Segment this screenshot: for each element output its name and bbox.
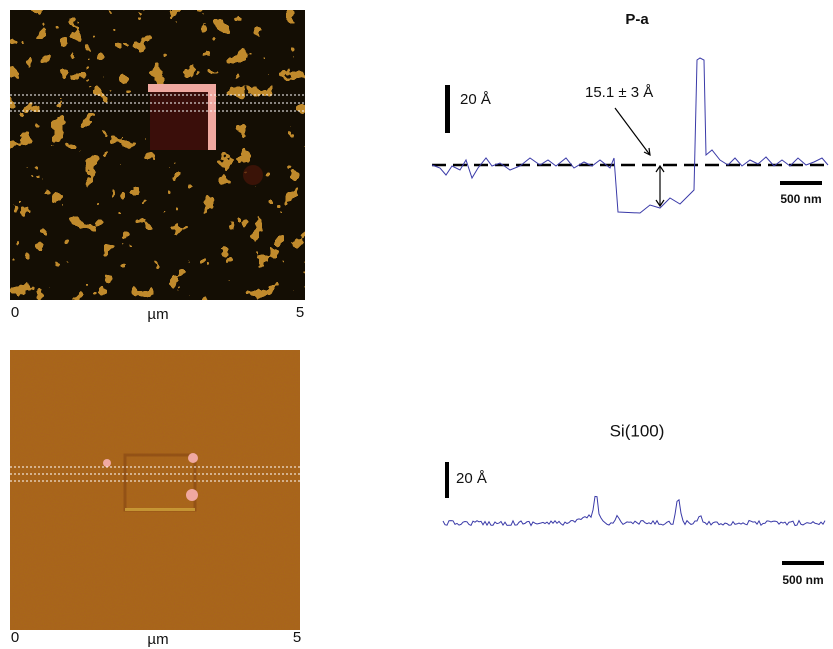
length-scale-bar	[782, 561, 824, 565]
length-scale: 500 nm	[782, 573, 823, 587]
height-scale-bar	[445, 462, 449, 498]
profile-title: Si(100)	[610, 421, 665, 440]
height-scale: 20 Å	[460, 91, 491, 108]
profile-trace	[431, 57, 829, 214]
arrow	[614, 107, 665, 208]
length-scale: 500 nm	[780, 192, 821, 206]
profile-trace	[442, 495, 826, 527]
axis-unit: µm	[147, 631, 168, 648]
length-scale-bar	[780, 181, 822, 185]
height-scale: 20 Å	[456, 470, 487, 487]
axis-start: 0	[11, 304, 19, 321]
height-scale-bar	[445, 85, 450, 133]
profile-title: P-a	[625, 11, 649, 28]
afm-image	[10, 10, 305, 300]
axis-end: 5	[296, 304, 304, 321]
axis-end: 5	[293, 629, 301, 646]
axis-start: 0	[11, 629, 19, 646]
annotation: 15.1 ± 3 Å	[585, 84, 653, 101]
afm-image	[10, 350, 300, 630]
axis-unit: µm	[147, 306, 168, 323]
